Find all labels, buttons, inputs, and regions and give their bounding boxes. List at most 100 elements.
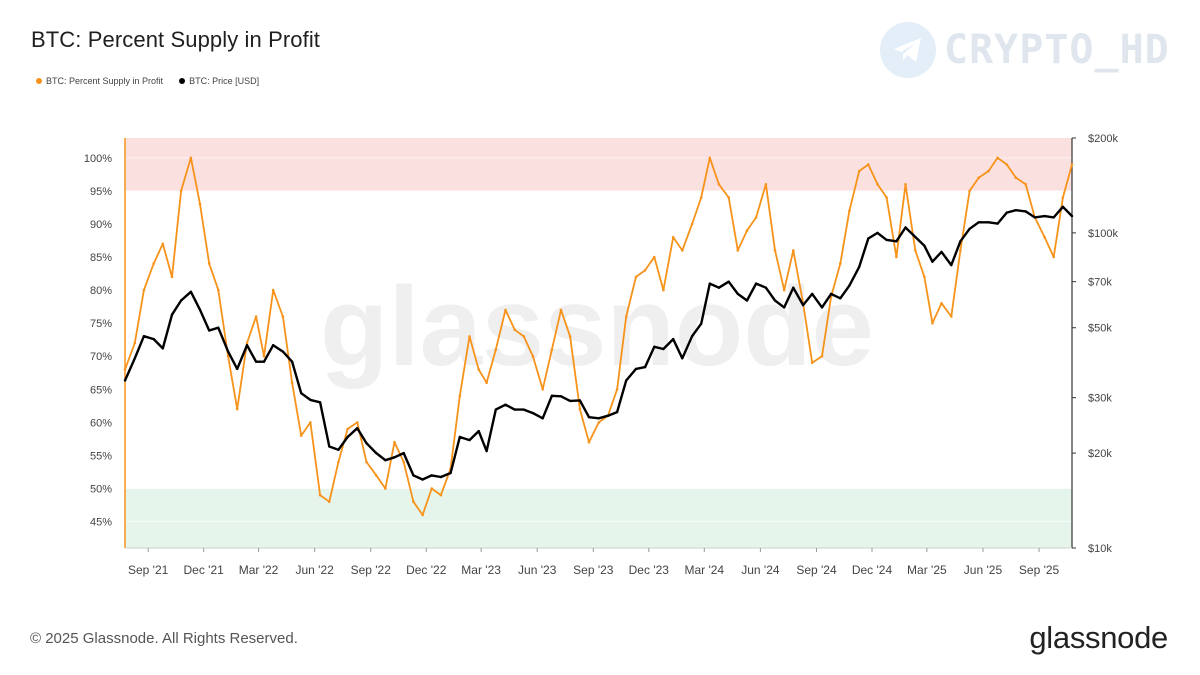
btc-price-point: [477, 429, 480, 433]
supply-in-profit-point: [662, 288, 665, 292]
high-zone-band: [125, 138, 1072, 191]
btc-price-point: [1024, 210, 1027, 213]
supply-in-profit-point: [1052, 255, 1055, 259]
btc-price-point: [421, 478, 424, 481]
supply-in-profit-point: [123, 368, 127, 371]
btc-price-point: [867, 237, 870, 240]
btc-price-point: [876, 231, 879, 235]
x-tick-label: Mar '25: [907, 563, 947, 577]
x-tick-label: Mar '22: [239, 563, 279, 577]
supply-in-profit-point: [439, 493, 443, 497]
btc-price-point: [1043, 214, 1046, 218]
btc-price-point: [170, 313, 174, 316]
supply-in-profit-point: [309, 421, 312, 424]
btc-price-point: [950, 263, 953, 267]
btc-price-point: [208, 329, 211, 332]
supply-in-profit-point: [142, 288, 146, 292]
supply-in-profit-point: [745, 229, 749, 232]
btc-price-point: [531, 411, 535, 415]
btc-price-point: [384, 459, 387, 462]
btc-price-point: [189, 290, 193, 293]
right-tick-label: $200k: [1088, 133, 1118, 145]
supply-in-profit-point: [597, 421, 601, 424]
btc-price-point: [745, 299, 749, 302]
supply-in-profit-point: [133, 341, 137, 345]
supply-in-profit-point: [412, 500, 415, 504]
btc-price-point: [820, 306, 824, 309]
btc-price-point: [587, 416, 591, 419]
btc-price-point: [430, 474, 433, 477]
btc-price-point: [1061, 205, 1065, 208]
supply-in-profit-point: [290, 381, 294, 385]
supply-in-profit-point: [541, 388, 544, 391]
legend-label-supply: BTC: Percent Supply in Profit: [46, 76, 164, 86]
btc-price-point: [783, 306, 786, 309]
supply-in-profit-point: [671, 235, 675, 239]
supply-in-profit-point: [615, 388, 619, 391]
btc-price-point: [133, 357, 136, 360]
low-zone-band: [125, 488, 1072, 548]
btc-price-point: [550, 394, 554, 397]
btc-price-point: [198, 308, 202, 311]
supply-in-profit-point: [1043, 235, 1046, 239]
btc-price-point: [290, 360, 294, 363]
crypto-hd-watermark: CRYPTO_HD: [880, 22, 1170, 78]
right-tick-label: $70k: [1088, 277, 1112, 289]
chart-title: BTC: Percent Supply in Profit: [31, 27, 321, 52]
supply-in-profit-point: [559, 308, 563, 312]
btc-price-point: [914, 235, 917, 239]
btc-price-point: [365, 442, 368, 445]
supply-in-profit-point: [968, 189, 971, 193]
supply-in-profit-point: [485, 381, 488, 385]
btc-price-point: [300, 392, 303, 395]
supply-in-profit-point: [170, 275, 174, 279]
btc-price-point: [393, 456, 396, 459]
supply-in-profit-point: [430, 487, 434, 490]
btc-price-point: [522, 408, 525, 411]
supply-in-profit-point: [857, 169, 861, 173]
x-tick-label: Sep '23: [573, 563, 614, 577]
btc-price-point: [931, 260, 934, 263]
btc-price-point: [254, 360, 258, 363]
btc-price-point: [904, 226, 907, 229]
btc-price-point: [281, 350, 285, 353]
supply-in-profit-point: [699, 196, 703, 199]
btc-price-point: [773, 299, 777, 302]
right-tick-label: $50k: [1088, 323, 1112, 335]
legend-item-price[interactable]: BTC: Price [USD]: [179, 76, 259, 86]
x-tick-label: Sep '21: [128, 563, 169, 577]
btc-price-point: [402, 451, 405, 455]
btc-price-point: [662, 347, 665, 351]
supply-in-profit-point: [271, 288, 275, 292]
supply-in-profit-point: [262, 354, 266, 358]
right-y-axis: $200k $100k $70k $50k $30k $20k $10k: [1071, 133, 1118, 555]
btc-price-point: [375, 451, 378, 455]
legend-item-supply[interactable]: BTC: Percent Supply in Profit: [36, 76, 163, 86]
supply-in-profit-point: [299, 434, 303, 437]
btc-price-point: [625, 379, 628, 382]
supply-in-profit-point: [653, 255, 656, 259]
btc-price-point: [736, 292, 739, 296]
x-tick-label: Jun '23: [518, 563, 557, 577]
supply-in-profit-point: [568, 335, 572, 338]
btc-price-point: [356, 427, 359, 430]
btc-price-point: [923, 244, 926, 247]
supply-in-profit-point: [346, 427, 349, 431]
left-tick-label: 65%: [90, 384, 112, 396]
supply-in-profit-point: [810, 361, 814, 365]
btc-price-point: [142, 335, 146, 338]
btc-price-point: [839, 297, 842, 300]
left-tick-label: 60%: [90, 417, 112, 429]
supply-in-profit-point: [384, 487, 387, 490]
btc-price-point: [226, 350, 230, 353]
x-tick-label: Jun '24: [741, 563, 780, 577]
supply-in-profit-point: [940, 302, 943, 305]
series-layer: [123, 156, 1074, 517]
legend-dot-price: [179, 78, 186, 84]
supply-in-profit-point: [402, 460, 406, 464]
btc-price-point: [1070, 214, 1074, 218]
supply-in-profit-point: [1014, 176, 1018, 179]
btc-price-point: [412, 474, 415, 477]
btc-price-point: [513, 408, 516, 411]
left-tick-label: 90%: [90, 219, 112, 231]
